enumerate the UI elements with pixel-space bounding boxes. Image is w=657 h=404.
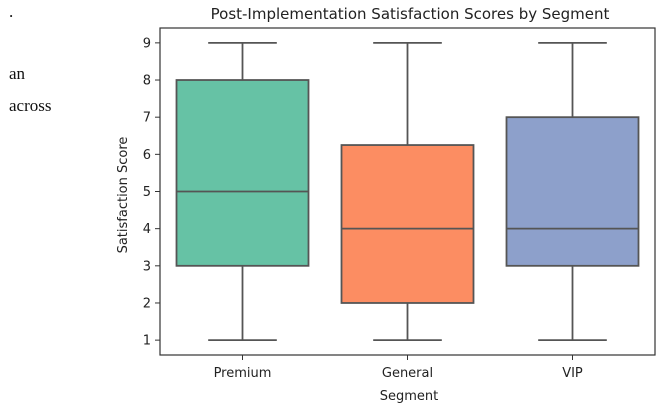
x-tick-label: Premium [214, 366, 272, 381]
side-text-fragment-1: . [9, 2, 14, 21]
y-axis-label: Satisfaction Score [116, 137, 131, 254]
chart-title: Post-Implementation Satisfaction Scores … [211, 5, 610, 23]
y-tick-label: 3 [143, 259, 151, 274]
x-axis-label: Segment [380, 389, 439, 404]
x-tick-label: VIP [562, 366, 583, 381]
plot-area: 1 2 3 4 5 6 7 8 9 Premium General VIP [143, 27, 656, 381]
side-text-fragment-2: an [9, 64, 26, 83]
y-tick-label: 8 [143, 74, 151, 89]
y-tick-label: 1 [143, 334, 151, 349]
y-tick-label: 2 [143, 296, 151, 311]
y-tick-label: 5 [143, 185, 151, 200]
y-tick-label: 6 [143, 148, 151, 163]
box-premium [175, 79, 310, 267]
x-tick-label: General [382, 366, 433, 381]
side-text-fragment-3: across [9, 96, 52, 115]
box-general [340, 144, 475, 304]
y-tick-label: 7 [143, 111, 151, 126]
y-tick-label: 4 [143, 222, 151, 237]
box-vip [505, 116, 640, 267]
y-tick-label: 9 [143, 36, 151, 51]
